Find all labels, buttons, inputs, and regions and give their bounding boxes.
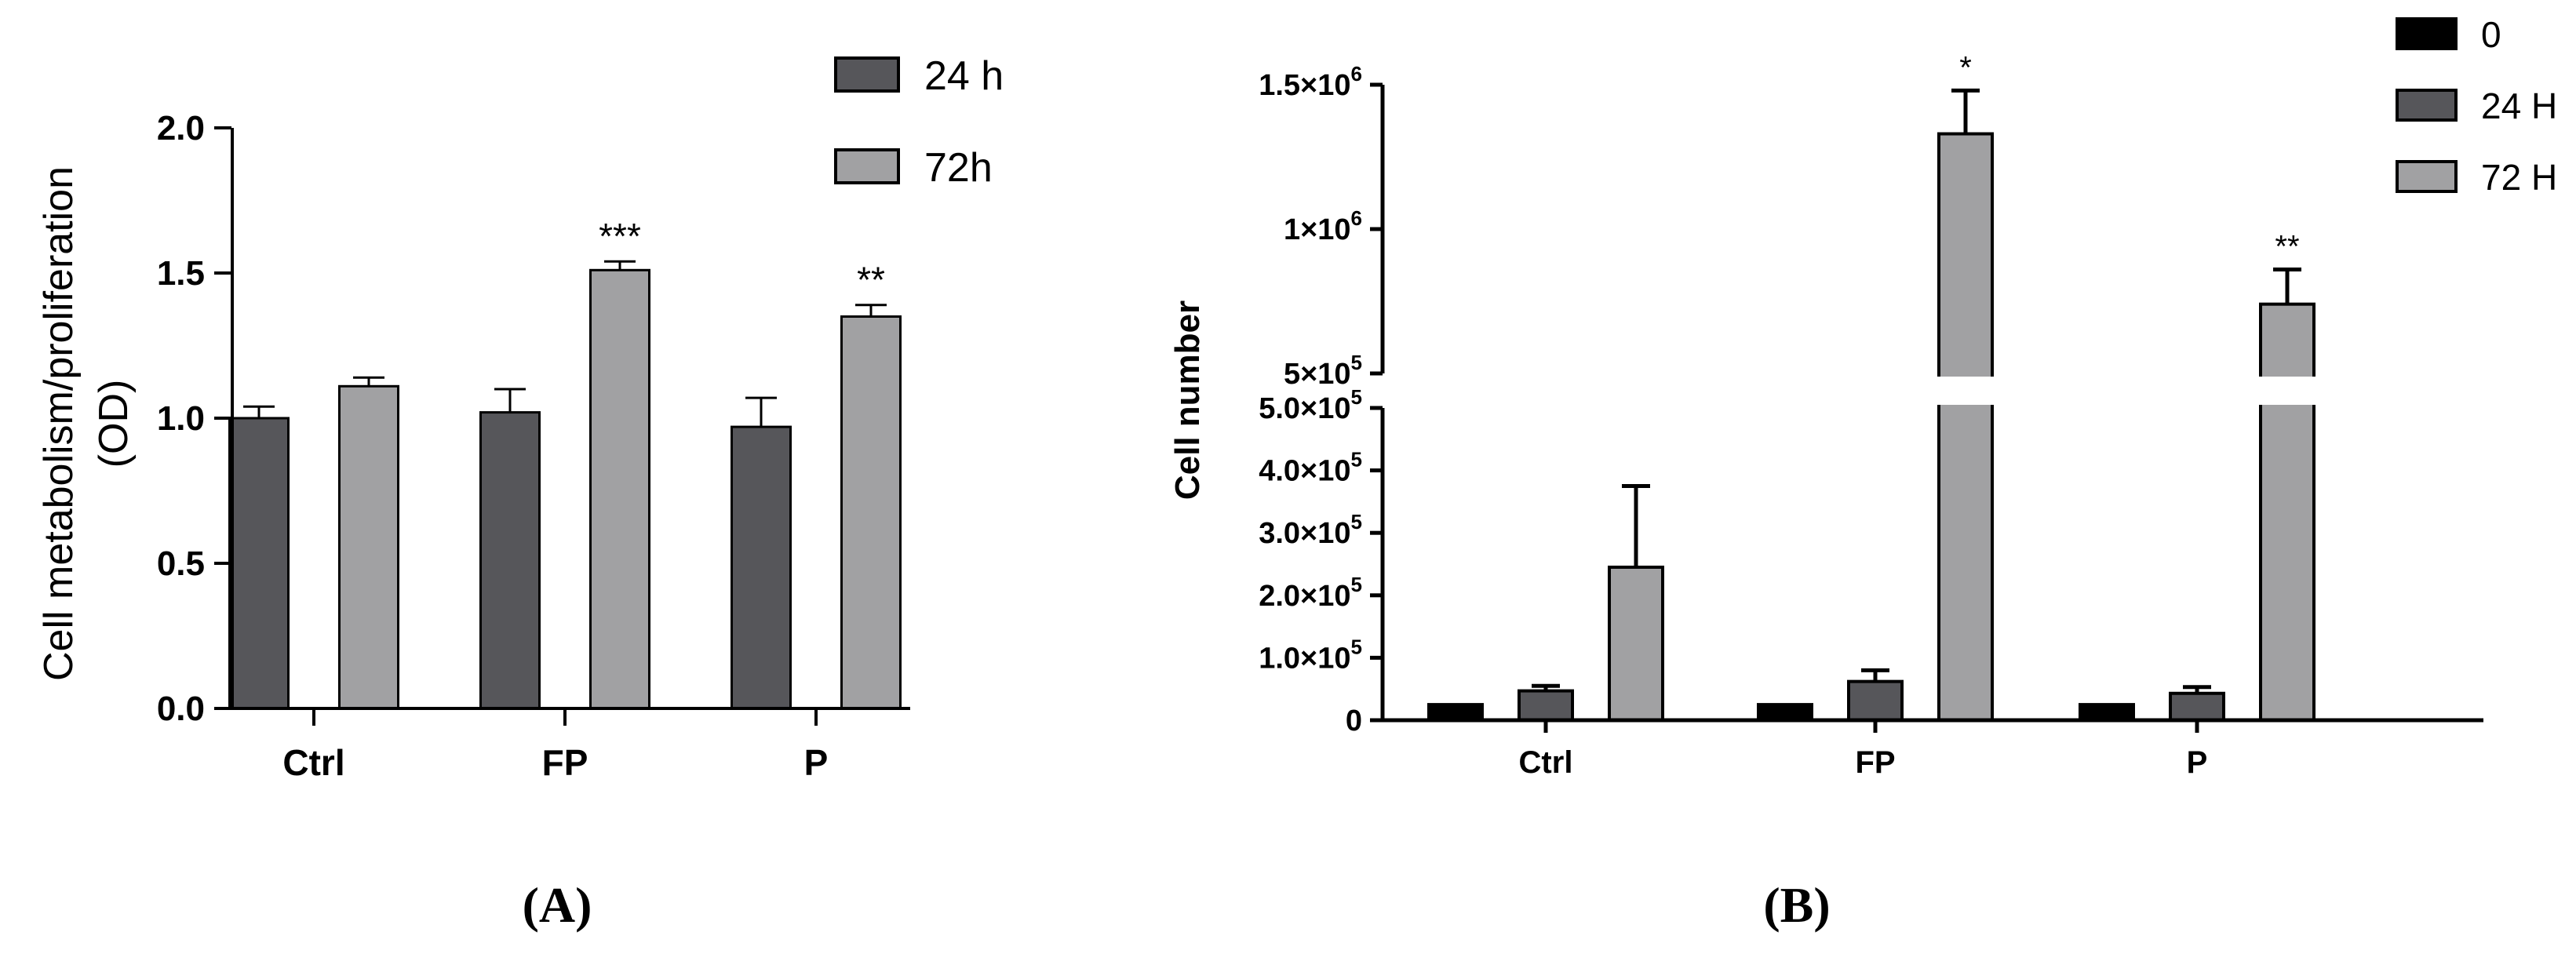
legend-swatch-b-2: [2396, 160, 2458, 193]
x-tick-label-b-0: Ctrl: [1519, 745, 1573, 780]
y-axis-label-b: Cell number: [1168, 300, 1207, 500]
bar-b-0-2: [2079, 703, 2135, 722]
significance-a-0: ***: [599, 216, 641, 257]
y-tick-label-a-0: 0.0: [157, 690, 205, 728]
legend-b: 0 24 H 72 H: [2396, 14, 2557, 198]
y-axis-label-a: Cell metabolism/proliferation (OD): [36, 166, 137, 681]
bar-b-2-1: [1937, 132, 1994, 722]
y-tick-label-b-lower-3: 3.0×105: [1259, 510, 1362, 550]
y-tick-label-b-lower-1: 1.0×105: [1259, 635, 1362, 675]
bar-a-0-1: [479, 411, 541, 710]
bar-b-0-1: [1757, 703, 1813, 722]
x-tick-label-b-1: FP: [1855, 745, 1895, 780]
legend-swatch-b-1: [2396, 89, 2458, 122]
bar-b-0-0: [1427, 703, 1484, 722]
y-tick-label-b-lower-0: 0: [1346, 705, 1362, 737]
y-tick-label-a-4: 2.0: [157, 109, 205, 147]
panel-label-a: (A): [523, 877, 592, 933]
y-tick-label-a-3: 1.5: [157, 254, 205, 293]
axis-break-gap: [1351, 377, 2499, 405]
significance-a-1: **: [857, 260, 885, 300]
y-tick-label-b-upper-1: 1×106: [1284, 206, 1362, 246]
x-tick-label-a-1: FP: [542, 742, 588, 783]
bar-b-2-0: [1608, 565, 1664, 722]
y-tick-label-b-lower-4: 4.0×105: [1259, 448, 1362, 488]
y-tick-label-b-upper-0: 5×105: [1284, 351, 1362, 391]
x-tick-label-a-0: Ctrl: [282, 742, 344, 783]
legend-label-a-1: 72h: [924, 145, 993, 191]
x-tick-label-b-2: P: [2187, 745, 2208, 780]
legend-a: 24 h 72h: [834, 53, 1004, 191]
panel-b-chart: 0 1.0×105 2.0×105 3.0×105 4.0×105 5.0×1055×10…: [1168, 14, 2557, 933]
legend-label-a-0: 24 h: [924, 53, 1004, 99]
y-tick-label-a-1: 0.5: [157, 544, 205, 583]
bar-a-0-0: [228, 417, 290, 710]
y-tick-label-b-upper-2: 1.5×106: [1259, 62, 1362, 102]
legend-label-b-0: 0: [2481, 14, 2501, 55]
panel-label-b: (B): [1763, 877, 1830, 933]
bar-b-1-2: [2169, 691, 2225, 722]
bar-b-1-1: [1847, 679, 1904, 723]
y-tick-label-a-2: 1.0: [157, 399, 205, 438]
bar-a-0-2: [731, 425, 792, 710]
bar-a-1-2: [840, 315, 902, 710]
y-tick-label-b-lower-5: 5.0×105: [1259, 385, 1362, 425]
x-tick-label-a-2: P: [804, 742, 829, 783]
legend-label-b-2: 72 H: [2481, 157, 2557, 198]
panel-a-chart: 0.0 0.5 1.0 1.5 2.0 Ctrl FP P Cell metabolism/pr…: [36, 53, 1004, 933]
bar-b-1-0: [1518, 689, 1574, 723]
significance-b-0: *: [1959, 50, 1972, 85]
bar-a-1-1: [589, 268, 650, 710]
legend-label-b-1: 24 H: [2481, 86, 2557, 126]
bar-a-1-0: [338, 384, 399, 710]
bar-b-2-2: [2259, 302, 2315, 722]
legend-swatch-b-0: [2396, 17, 2458, 50]
legend-swatch-a-0: [834, 56, 900, 93]
y-tick-label-b-lower-2: 2.0×105: [1259, 573, 1362, 613]
legend-swatch-a-1: [834, 148, 900, 184]
significance-b-1: **: [2275, 230, 2299, 264]
